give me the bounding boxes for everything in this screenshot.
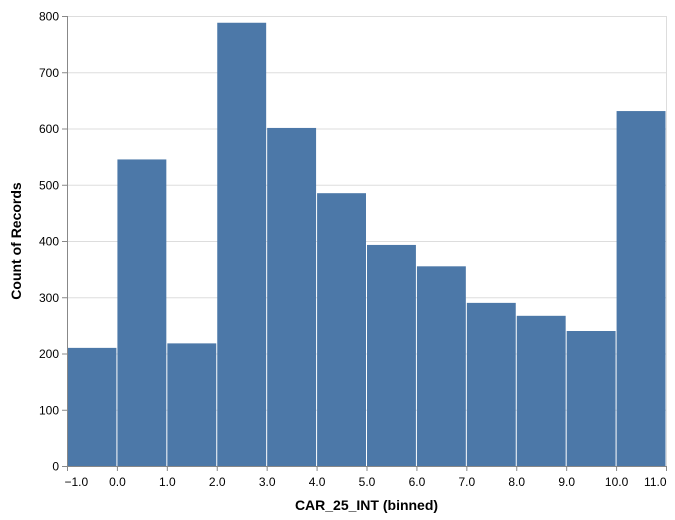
x-tick-label: 4.0: [309, 475, 326, 489]
x-tick-label: 0.0: [109, 475, 126, 489]
x-tick-label: 3.0: [259, 475, 276, 489]
x-tick-label: 10.0: [605, 475, 629, 489]
x-tick-label: 1.0: [159, 475, 176, 489]
bars: [67, 22, 666, 466]
bar-1: [117, 159, 167, 466]
bar-11: [616, 111, 666, 466]
bar-9: [516, 315, 566, 466]
y-tick-label: 500: [39, 178, 59, 192]
y-tick-label: 0: [52, 460, 59, 474]
x-tick-label: 6.0: [409, 475, 426, 489]
bar-8: [466, 302, 516, 466]
x-tick-label: 2.0: [209, 475, 226, 489]
bar-0: [67, 347, 117, 466]
bar-4: [267, 127, 317, 466]
y-tick-label: 600: [39, 122, 59, 136]
bar-2: [167, 343, 217, 466]
x-axis-title: CAR_25_INT (binned): [295, 497, 438, 513]
x-tick-label: 8.0: [508, 475, 525, 489]
x-tick-label: −1.0: [65, 475, 89, 489]
x-tick-label: 5.0: [359, 475, 376, 489]
x-tick-label: 11.0: [644, 475, 667, 489]
bar-6: [367, 244, 416, 466]
bar-10: [566, 331, 616, 466]
axes: 0 100 200 300 400 500 600 700 800 −1.0 0.0 1.0 2.0 3.…: [39, 10, 667, 489]
y-tick-label: 200: [39, 347, 59, 361]
grid-lines: [67, 16, 667, 467]
x-tick-label: 9.0: [558, 475, 575, 489]
y-tick-label: 400: [39, 235, 59, 249]
bar-5: [317, 193, 366, 466]
bar-7: [416, 266, 466, 466]
bar-3: [217, 22, 267, 466]
y-tick-label: 100: [39, 403, 59, 417]
y-axis-title: Count of Records: [8, 182, 24, 300]
y-tick-label: 300: [39, 291, 59, 305]
x-tick-label: 7.0: [458, 475, 475, 489]
y-tick-label: 700: [39, 66, 59, 80]
y-tick-label: 800: [39, 10, 59, 24]
